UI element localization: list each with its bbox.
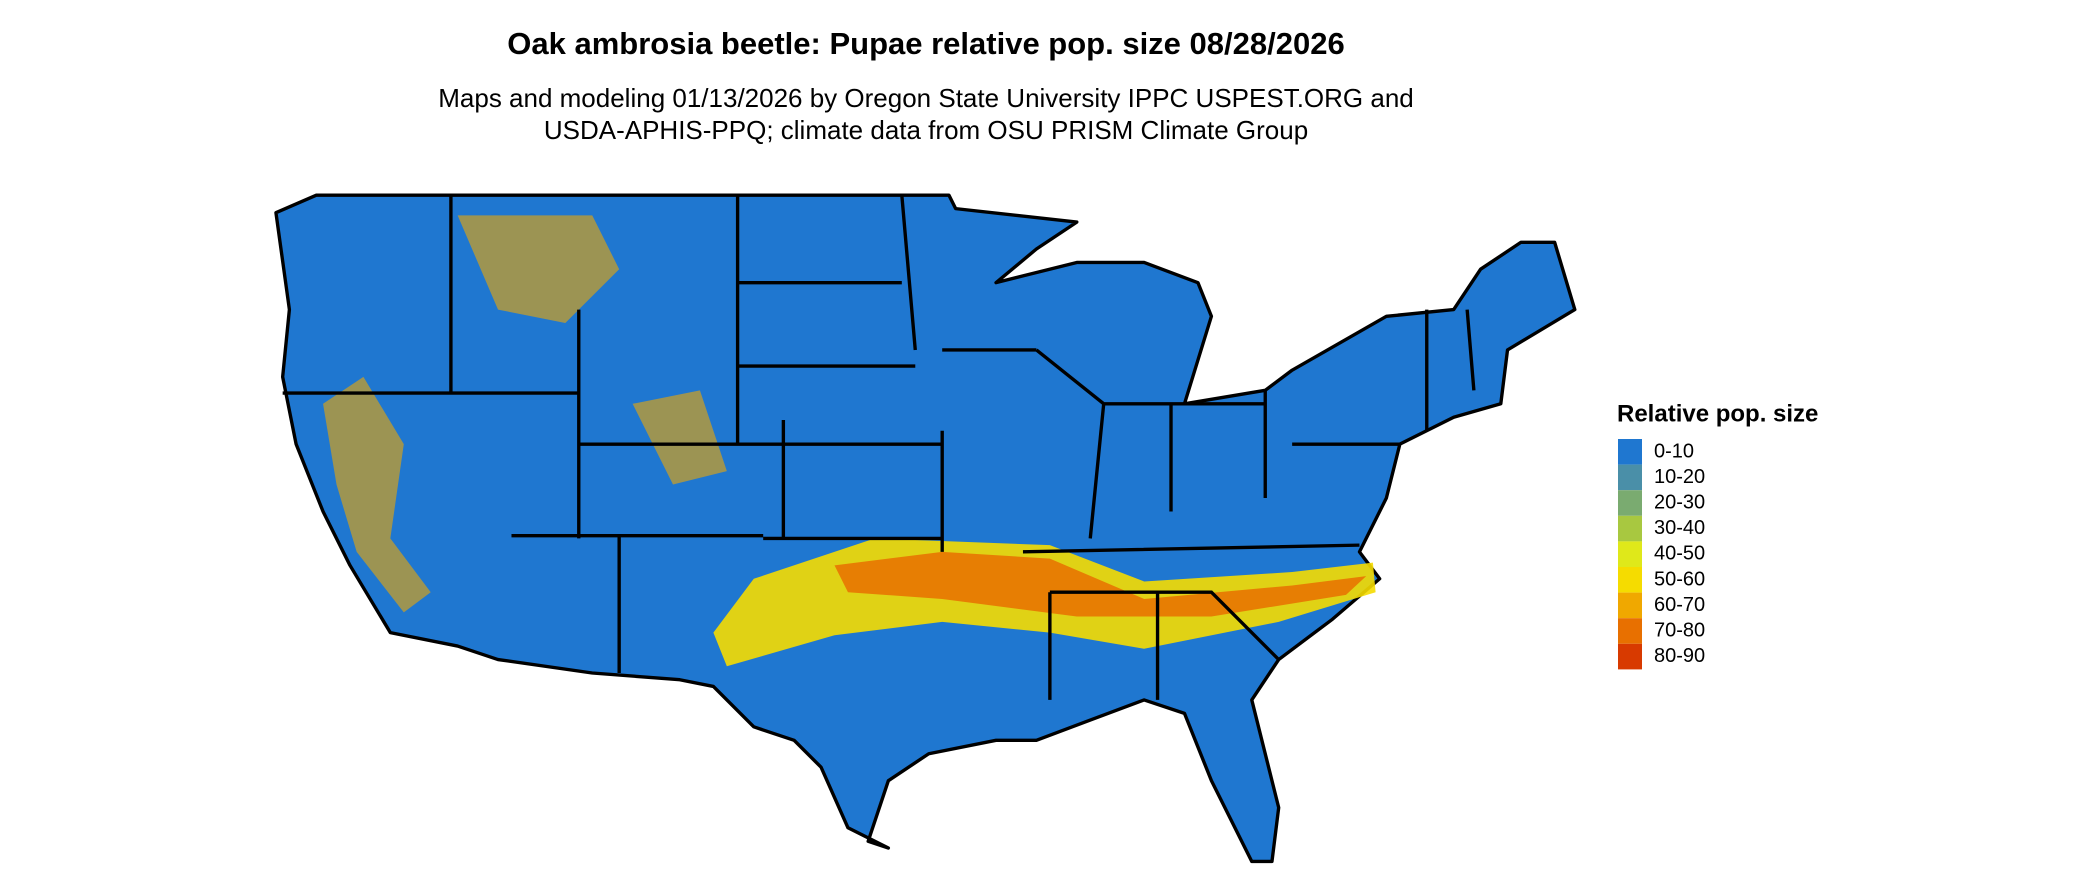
legend-swatch <box>1618 515 1642 542</box>
subtitle: Maps and modeling 01/13/2026 by Oregon S… <box>438 83 1414 113</box>
legend-label: 40-50 <box>1654 543 1705 565</box>
legend-swatch <box>1618 643 1642 670</box>
legend-label: 80-90 <box>1654 645 1705 667</box>
legend-swatch <box>1618 567 1642 593</box>
subtitle: USDA-APHIS-PPQ; climate data from OSU PR… <box>544 115 1308 145</box>
legend-label: 50-60 <box>1654 568 1705 590</box>
legend-label: 70-80 <box>1654 619 1705 641</box>
legend-label: 60-70 <box>1654 594 1705 616</box>
state-borders <box>282 195 1476 700</box>
legend-swatch <box>1618 439 1642 465</box>
legend-label: 30-40 <box>1654 517 1705 539</box>
legend: 0-10 10-20 20-30 30-40 40-50 50-60 60-70 70-80 8… <box>1618 439 1705 670</box>
legend-swatch <box>1618 618 1642 644</box>
legend-title: Relative pop. size <box>1617 400 1818 427</box>
west-zone <box>323 215 727 613</box>
legend-swatch <box>1618 541 1642 567</box>
legend-swatch <box>1618 464 1642 491</box>
title: Oak ambrosia beetle: Pupae relative pop.… <box>507 26 1344 61</box>
legend-label: 0-10 <box>1654 440 1694 462</box>
legend-swatch <box>1618 490 1642 516</box>
us-outline <box>274 193 1577 864</box>
legend-swatch <box>1618 592 1642 619</box>
peak-zone <box>834 551 1367 617</box>
legend-label: 10-20 <box>1654 466 1705 488</box>
legend-label: 20-30 <box>1654 491 1705 513</box>
us-map <box>274 193 1577 864</box>
